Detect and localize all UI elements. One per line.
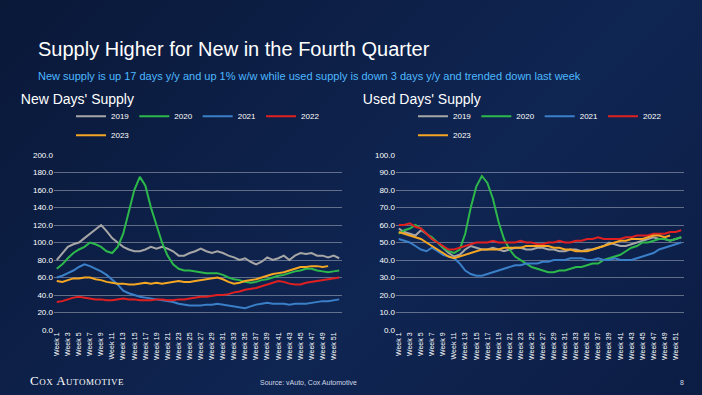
svg-text:Week 41: Week 41 [617, 332, 624, 360]
svg-text:Week 11: Week 11 [108, 332, 115, 359]
svg-text:Week 39: Week 39 [606, 332, 613, 360]
svg-text:40.0: 40.0 [379, 256, 395, 265]
svg-text:2023: 2023 [111, 131, 129, 140]
svg-text:60.0: 60.0 [37, 273, 53, 282]
svg-text:60.0: 60.0 [379, 221, 395, 230]
svg-text:Week 43: Week 43 [286, 332, 293, 360]
svg-text:Week 11: Week 11 [450, 332, 457, 359]
svg-text:120.0: 120.0 [33, 221, 54, 230]
svg-text:Week 15: Week 15 [131, 332, 138, 360]
svg-text:Week 37: Week 37 [594, 332, 601, 360]
svg-text:Week 31: Week 31 [561, 332, 568, 360]
svg-text:Week 45: Week 45 [639, 332, 646, 360]
svg-text:100.0: 100.0 [33, 238, 54, 247]
svg-text:Week 23: Week 23 [175, 332, 182, 360]
svg-text:Week 29: Week 29 [208, 332, 215, 360]
svg-text:Week 7: Week 7 [86, 332, 93, 356]
svg-text:Week 47: Week 47 [650, 332, 657, 360]
html-text:New supply is up 17 days y/y a: New supply is up 17 days y/y and up 1% w… [38, 70, 581, 82]
html-text:8: 8 [680, 379, 684, 386]
html-text:Source: vAuto, Cox Automotive: Source: vAuto, Cox Automotive [260, 379, 357, 386]
svg-text:Week 33: Week 33 [572, 332, 579, 360]
svg-text:Week 45: Week 45 [297, 332, 304, 360]
svg-text:140.0: 140.0 [33, 203, 54, 212]
svg-text:160.0: 160.0 [33, 186, 54, 195]
svg-text:Week 19: Week 19 [153, 332, 160, 360]
svg-text:Week 15: Week 15 [473, 332, 480, 360]
svg-text:Week 43: Week 43 [628, 332, 635, 360]
svg-text:180.0: 180.0 [33, 168, 54, 177]
svg-text:Week 19: Week 19 [495, 332, 502, 360]
svg-text:Week 51: Week 51 [672, 332, 679, 360]
svg-text:Week 49: Week 49 [661, 332, 668, 360]
svg-text:Week 9: Week 9 [97, 332, 104, 356]
svg-text:2022: 2022 [301, 112, 319, 121]
svg-text:2020: 2020 [516, 112, 534, 121]
svg-text:Week 7: Week 7 [428, 332, 435, 356]
svg-text:20.0: 20.0 [379, 291, 395, 300]
svg-text:Week 31: Week 31 [219, 332, 226, 360]
svg-text:Week 35: Week 35 [583, 332, 590, 360]
svg-text:Week 13: Week 13 [120, 332, 127, 360]
svg-text:Week 5: Week 5 [75, 332, 82, 356]
svg-text:Week 21: Week 21 [164, 332, 171, 360]
svg-text:0.0: 0.0 [42, 326, 54, 335]
svg-text:Week 25: Week 25 [186, 332, 193, 360]
svg-text:40.0: 40.0 [37, 291, 53, 300]
svg-text:Week 17: Week 17 [142, 332, 149, 360]
svg-text:Week 27: Week 27 [197, 332, 204, 360]
svg-text:70.0: 70.0 [379, 203, 395, 212]
svg-text:2021: 2021 [580, 112, 598, 121]
svg-text:Week 25: Week 25 [528, 332, 535, 360]
svg-text:Week 47: Week 47 [308, 332, 315, 360]
svg-text:Week 27: Week 27 [539, 332, 546, 360]
svg-text:2019: 2019 [111, 112, 129, 121]
svg-text:2019: 2019 [453, 112, 471, 121]
svg-text:Week 37: Week 37 [252, 332, 259, 360]
svg-text:2023: 2023 [453, 131, 471, 140]
svg-text:Week 39: Week 39 [264, 332, 271, 360]
svg-text:Week 21: Week 21 [506, 332, 513, 360]
svg-text:Used Days' Supply: Used Days' Supply [363, 91, 481, 107]
svg-text:80.0: 80.0 [37, 256, 53, 265]
svg-text:2020: 2020 [174, 112, 192, 121]
svg-text:Week 23: Week 23 [517, 332, 524, 360]
svg-text:Week 5: Week 5 [417, 332, 424, 356]
html-text:Cox Automotive: Cox Automotive [30, 373, 124, 388]
svg-text:Week 13: Week 13 [462, 332, 469, 360]
svg-text:Week 1: Week 1 [395, 332, 402, 356]
svg-text:Week 3: Week 3 [64, 332, 71, 356]
svg-text:2022: 2022 [643, 112, 661, 121]
svg-text:80.0: 80.0 [379, 186, 395, 195]
svg-text:Week 3: Week 3 [406, 332, 413, 356]
svg-text:Week 49: Week 49 [319, 332, 326, 360]
svg-text:90.0: 90.0 [379, 168, 395, 177]
svg-text:50.0: 50.0 [379, 238, 395, 247]
svg-text:New Days' Supply: New Days' Supply [21, 91, 134, 107]
svg-text:0.0: 0.0 [384, 326, 396, 335]
svg-text:Week 29: Week 29 [550, 332, 557, 360]
svg-text:Week 41: Week 41 [275, 332, 282, 360]
svg-text:30.0: 30.0 [379, 273, 395, 282]
svg-text:Week 51: Week 51 [330, 332, 337, 360]
svg-text:2021: 2021 [238, 112, 256, 121]
svg-text:Week 33: Week 33 [230, 332, 237, 360]
svg-text:200.0: 200.0 [33, 151, 54, 160]
svg-text:Week 1: Week 1 [53, 332, 60, 356]
html-text:Supply Higher for New in the F: Supply Higher for New in the Fourth Quar… [38, 38, 430, 60]
svg-text:Week 17: Week 17 [484, 332, 491, 360]
svg-text:100.0: 100.0 [375, 151, 396, 160]
svg-text:Week 35: Week 35 [241, 332, 248, 360]
svg-text:10.0: 10.0 [379, 308, 395, 317]
svg-text:20.0: 20.0 [37, 308, 53, 317]
svg-text:Week 9: Week 9 [439, 332, 446, 356]
